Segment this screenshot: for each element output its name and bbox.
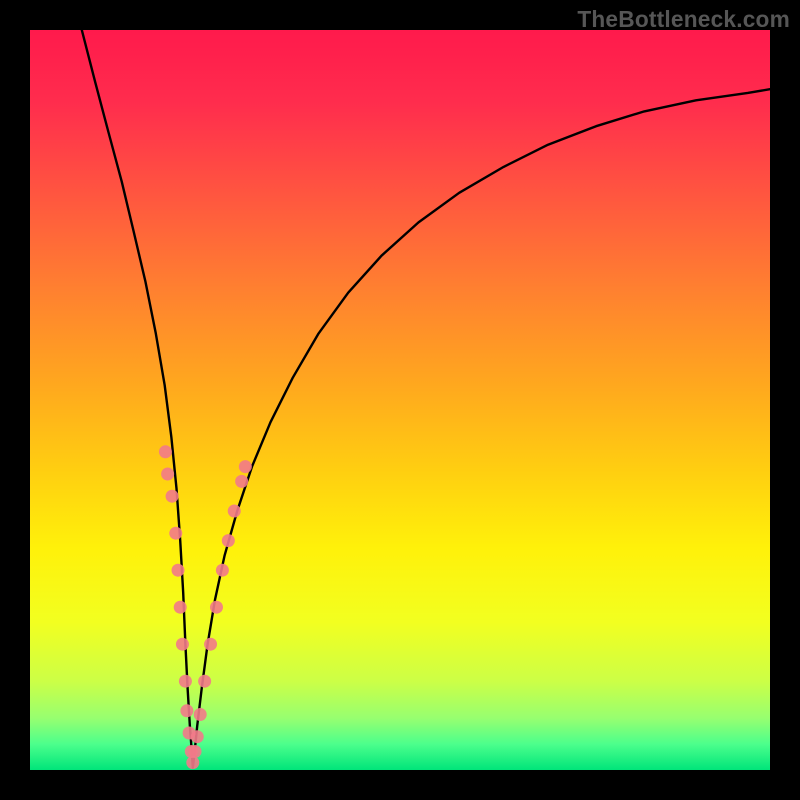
- marker-point: [180, 704, 193, 717]
- marker-point: [198, 675, 211, 688]
- marker-point: [239, 460, 252, 473]
- marker-point: [194, 708, 207, 721]
- marker-point: [191, 730, 204, 743]
- chart-svg: [0, 0, 800, 800]
- marker-point: [216, 564, 229, 577]
- marker-point: [204, 638, 217, 651]
- marker-point: [169, 527, 182, 540]
- marker-point: [210, 601, 223, 614]
- marker-point: [189, 745, 202, 758]
- marker-point: [174, 601, 187, 614]
- marker-point: [172, 564, 185, 577]
- marker-point: [186, 756, 199, 769]
- marker-point: [176, 638, 189, 651]
- watermark-text: TheBottleneck.com: [577, 6, 790, 33]
- plot-background: [30, 30, 770, 770]
- marker-point: [166, 490, 179, 503]
- marker-point: [179, 675, 192, 688]
- marker-point: [161, 468, 174, 481]
- marker-point: [159, 445, 172, 458]
- marker-point: [222, 534, 235, 547]
- marker-point: [235, 475, 248, 488]
- marker-point: [228, 505, 241, 518]
- chart-stage: TheBottleneck.com: [0, 0, 800, 800]
